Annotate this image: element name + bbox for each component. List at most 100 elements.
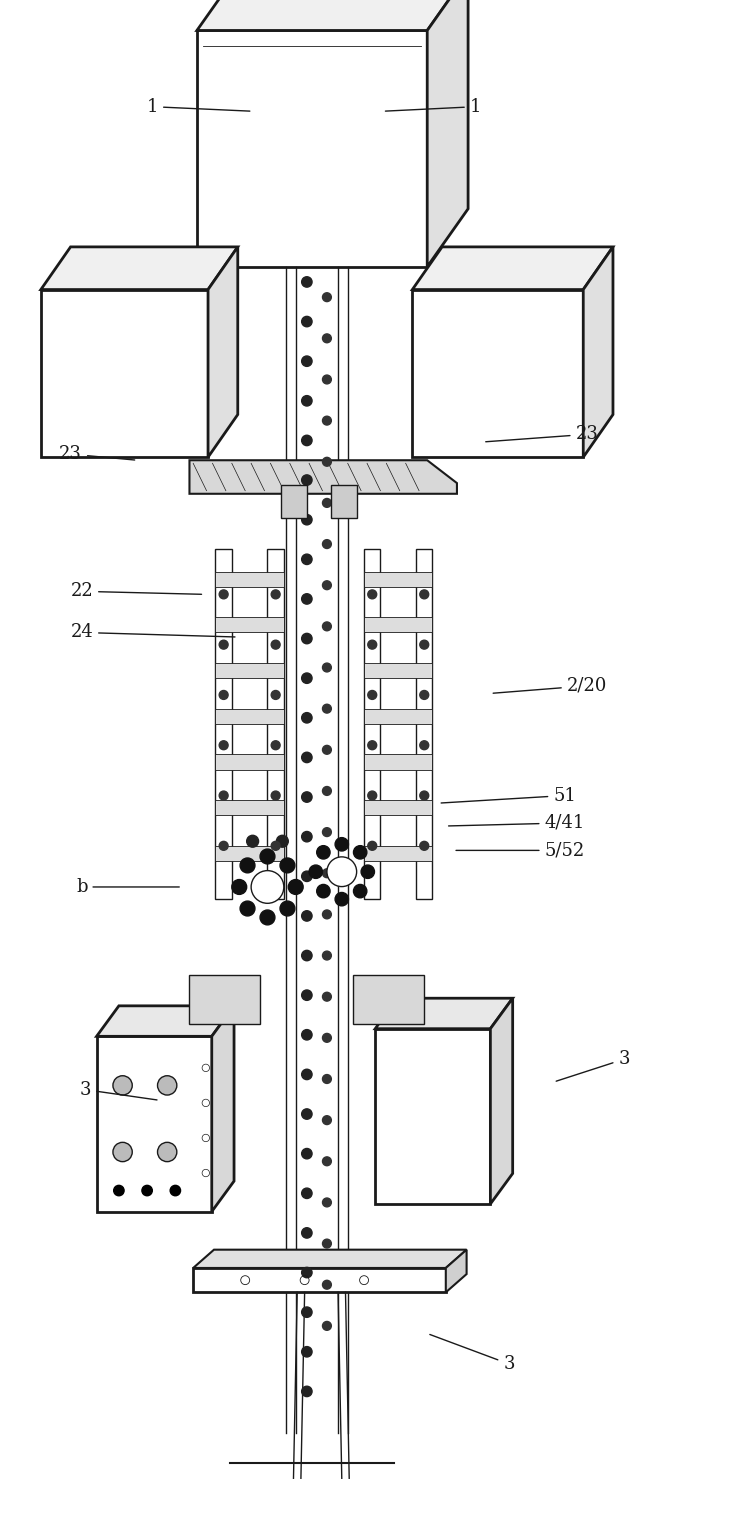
Circle shape: [368, 690, 377, 700]
Polygon shape: [208, 247, 238, 457]
Circle shape: [335, 893, 348, 905]
Bar: [97, 1036, 212, 1212]
Circle shape: [219, 590, 228, 599]
Circle shape: [219, 640, 228, 649]
Bar: [364, 549, 380, 899]
Circle shape: [240, 901, 255, 916]
Circle shape: [271, 841, 280, 850]
Circle shape: [368, 640, 377, 649]
Circle shape: [302, 357, 312, 366]
Circle shape: [240, 858, 255, 873]
Circle shape: [280, 858, 295, 873]
Circle shape: [322, 704, 331, 713]
Circle shape: [302, 832, 312, 841]
Circle shape: [322, 1157, 331, 1166]
Circle shape: [302, 1308, 312, 1317]
Text: b: b: [76, 878, 179, 896]
Circle shape: [219, 791, 228, 800]
Bar: [364, 572, 432, 587]
Bar: [215, 754, 284, 770]
Text: 3: 3: [557, 1050, 630, 1081]
Text: 3: 3: [430, 1335, 515, 1373]
Circle shape: [271, 741, 280, 750]
Circle shape: [322, 869, 331, 878]
Circle shape: [322, 293, 331, 302]
Circle shape: [302, 951, 312, 960]
Polygon shape: [490, 998, 513, 1204]
Bar: [41, 290, 208, 457]
Polygon shape: [583, 247, 613, 457]
Circle shape: [420, 841, 429, 850]
Circle shape: [302, 1109, 312, 1119]
Circle shape: [302, 872, 312, 881]
Circle shape: [302, 911, 312, 920]
Circle shape: [420, 640, 429, 649]
Bar: [364, 846, 432, 861]
Circle shape: [302, 1268, 312, 1277]
Circle shape: [302, 1030, 312, 1039]
Circle shape: [309, 866, 322, 878]
Circle shape: [302, 1189, 312, 1198]
Circle shape: [302, 515, 312, 524]
Bar: [215, 572, 284, 587]
Circle shape: [317, 846, 330, 860]
Circle shape: [322, 1116, 331, 1125]
Circle shape: [219, 841, 228, 850]
Circle shape: [247, 835, 259, 847]
Circle shape: [271, 590, 280, 599]
Circle shape: [271, 791, 280, 800]
Circle shape: [322, 828, 331, 837]
Polygon shape: [375, 998, 513, 1029]
Text: 23: 23: [486, 425, 598, 443]
Circle shape: [322, 457, 331, 466]
Circle shape: [276, 835, 288, 847]
Circle shape: [302, 713, 312, 722]
Circle shape: [322, 910, 331, 919]
Bar: [215, 800, 284, 815]
Circle shape: [420, 690, 429, 700]
Bar: [215, 549, 232, 899]
Text: 4/41: 4/41: [449, 814, 585, 832]
Polygon shape: [446, 1250, 467, 1292]
Text: 1: 1: [386, 98, 481, 116]
Circle shape: [322, 581, 331, 590]
Circle shape: [322, 786, 331, 796]
Circle shape: [271, 690, 280, 700]
Circle shape: [354, 846, 367, 860]
Circle shape: [113, 1076, 132, 1096]
Circle shape: [260, 849, 275, 864]
Polygon shape: [41, 247, 238, 290]
Circle shape: [368, 590, 377, 599]
Text: 1: 1: [146, 98, 250, 116]
Circle shape: [114, 1186, 124, 1196]
Circle shape: [302, 317, 312, 326]
Circle shape: [170, 1186, 181, 1196]
Bar: [331, 485, 357, 518]
Circle shape: [322, 663, 331, 672]
Bar: [215, 617, 284, 632]
Bar: [364, 663, 432, 678]
Bar: [189, 975, 260, 1024]
Bar: [364, 709, 432, 724]
Text: 5/52: 5/52: [456, 841, 585, 860]
Polygon shape: [97, 1006, 234, 1036]
Circle shape: [327, 856, 357, 887]
Circle shape: [322, 992, 331, 1001]
Bar: [215, 663, 284, 678]
Bar: [353, 975, 424, 1024]
Bar: [215, 709, 284, 724]
Circle shape: [322, 1321, 331, 1330]
Polygon shape: [427, 0, 468, 267]
Text: 23: 23: [59, 445, 134, 463]
Circle shape: [219, 741, 228, 750]
Circle shape: [322, 1033, 331, 1042]
Circle shape: [302, 277, 312, 287]
Polygon shape: [212, 1006, 234, 1212]
Circle shape: [368, 791, 377, 800]
Circle shape: [280, 901, 295, 916]
Bar: [267, 549, 284, 899]
Circle shape: [322, 498, 331, 507]
Circle shape: [113, 1143, 132, 1161]
Circle shape: [251, 870, 284, 904]
Bar: [281, 485, 307, 518]
